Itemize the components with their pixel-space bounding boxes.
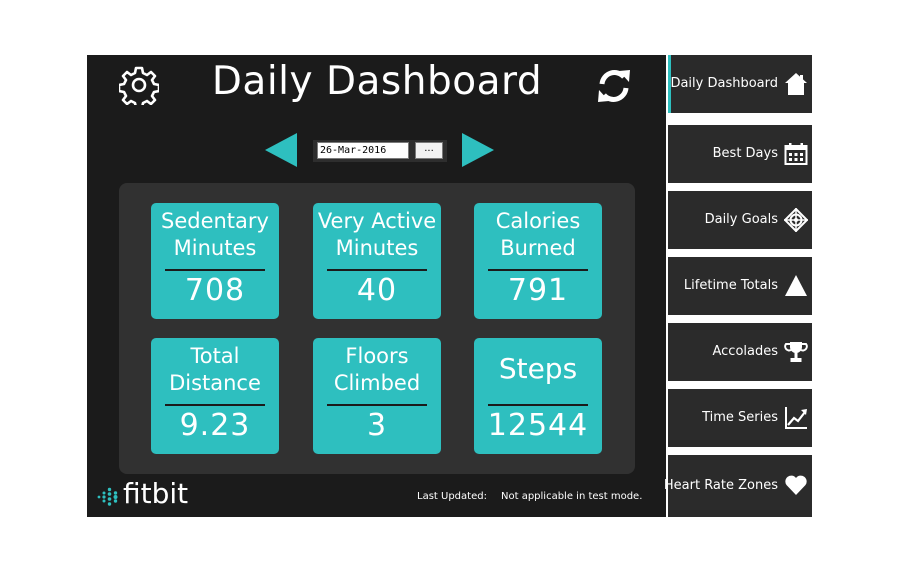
refresh-icon[interactable]	[593, 65, 635, 107]
date-picker-button[interactable]: ...	[415, 142, 443, 159]
target-icon	[784, 208, 808, 232]
stat-tile-very-active-minutes: Very Active Minutes 40	[313, 203, 441, 319]
tile-value: 791	[507, 273, 569, 308]
sidebar-item-label: Lifetime Totals	[683, 278, 778, 293]
tile-label: Calories Burned	[495, 209, 581, 260]
sidebar-item-label: Daily Dashboard	[670, 76, 778, 91]
stats-panel: Sedentary Minutes 708 Very Active Minute…	[119, 183, 635, 474]
tile-divider	[327, 269, 427, 271]
sidebar-item-label: Best Days	[712, 146, 778, 161]
date-input[interactable]: 26-Mar-2016	[317, 142, 409, 159]
page-title: Daily Dashboard	[211, 59, 543, 104]
app-window: Daily Dashboard 26-Mar-2016 ... Sedentar…	[87, 55, 812, 517]
sidebar-item-accolades[interactable]: Accolades	[668, 323, 812, 381]
sidebar-item-daily-dashboard[interactable]: Daily Dashboard	[668, 55, 812, 113]
tile-label: Steps	[498, 352, 578, 385]
tile-value: 3	[366, 408, 388, 443]
tile-label: Very Active Minutes	[317, 209, 437, 260]
tile-label: Sedentary Minutes	[161, 209, 269, 260]
tile-divider	[488, 404, 588, 406]
previous-day-arrow-icon[interactable]	[265, 133, 299, 167]
stat-tile-sedentary-minutes: Sedentary Minutes 708	[151, 203, 279, 319]
tile-value: 40	[356, 273, 398, 308]
triangle-icon	[785, 275, 807, 296]
main-area: Daily Dashboard 26-Mar-2016 ... Sedentar…	[87, 55, 666, 517]
gear-icon[interactable]	[119, 65, 159, 105]
fitbit-dots-icon	[97, 487, 118, 506]
stat-tile-calories-burned: Calories Burned 791	[474, 203, 602, 319]
sidebar-item-label: Time Series	[702, 410, 778, 425]
stat-tile-steps: Steps 12544	[474, 338, 602, 454]
stat-tile-floors-climbed: Floors Climbed 3	[313, 338, 441, 454]
stat-tile-total-distance: Total Distance 9.23	[151, 338, 279, 454]
sidebar-item-label: Daily Goals	[704, 212, 778, 227]
tile-divider	[488, 269, 588, 271]
sidebar-item-time-series[interactable]: Time Series	[668, 389, 812, 447]
tile-value: 9.23	[179, 408, 251, 443]
sidebar-nav: Daily Dashboard Best Days Daily Goals	[664, 55, 812, 517]
trophy-icon	[784, 342, 808, 362]
date-picker: 26-Mar-2016 ...	[313, 140, 447, 162]
line-chart-icon	[785, 407, 807, 429]
tile-value: 12544	[487, 408, 589, 443]
tile-value: 708	[184, 273, 246, 308]
calendar-icon	[784, 143, 808, 165]
sidebar-item-heart-rate-zones[interactable]: Heart Rate Zones	[664, 455, 812, 517]
heart-icon	[785, 475, 807, 495]
tile-divider	[327, 404, 427, 406]
tile-label: Floors Climbed	[333, 344, 421, 395]
tile-label: Total Distance	[169, 344, 261, 395]
sidebar-item-label: Accolades	[712, 344, 778, 359]
last-updated-value: Not applicable in test mode.	[501, 491, 643, 502]
next-day-arrow-icon[interactable]	[460, 133, 494, 167]
sidebar-item-daily-goals[interactable]: Daily Goals	[668, 191, 812, 249]
last-updated-label: Last Updated:	[417, 491, 487, 502]
home-icon	[785, 73, 807, 95]
sidebar-item-best-days[interactable]: Best Days	[668, 125, 812, 183]
fitbit-logo: fitbit	[95, 477, 225, 513]
sidebar-item-label: Heart Rate Zones	[663, 478, 778, 493]
fitbit-wordmark: fitbit	[123, 477, 189, 510]
tile-divider	[165, 404, 265, 406]
sidebar-item-lifetime-totals[interactable]: Lifetime Totals	[668, 257, 812, 315]
tile-divider	[165, 269, 265, 271]
